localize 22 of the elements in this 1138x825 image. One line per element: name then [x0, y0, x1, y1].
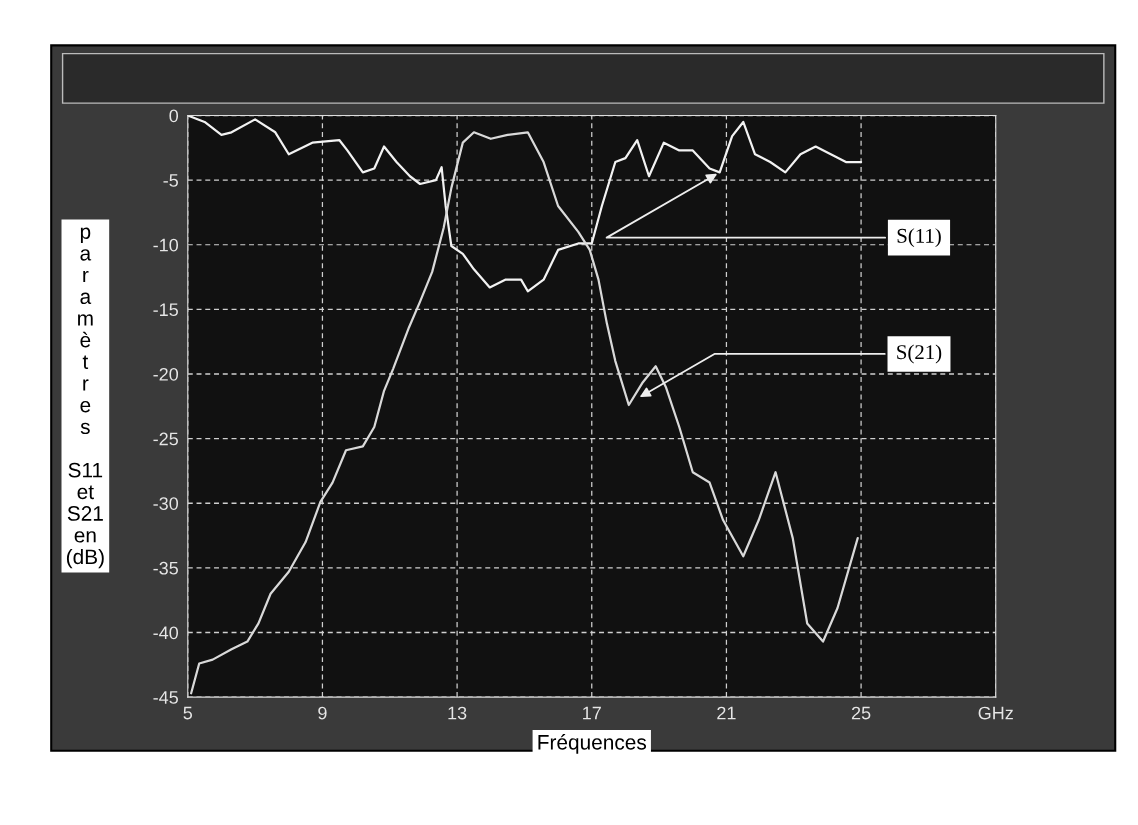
line-series — [187, 115, 863, 293]
y-tick-label: -25 — [153, 432, 178, 446]
x-tick-label: 21 — [717, 706, 736, 720]
x-axis-title: Fréquences — [538, 734, 647, 754]
annotation: S(11) — [897, 228, 941, 248]
x-tick-label: 9 — [318, 706, 327, 720]
y-tick-label: -35 — [153, 561, 178, 575]
x-tick-label: 25 — [851, 706, 871, 720]
x-tick-label: 17 — [583, 706, 601, 720]
y-tick-label: -10 — [153, 238, 179, 252]
y-tick-label: -45 — [153, 691, 178, 704]
y-tick-label: -30 — [153, 497, 179, 510]
y-tick-label: -15 — [153, 303, 178, 317]
y-tick-label: -20 — [153, 367, 179, 381]
y-tick-label: -40 — [153, 626, 179, 640]
annotation: S(21) — [897, 344, 942, 364]
y-tick-label: -5 — [163, 174, 178, 187]
x-tick-label: GHz — [978, 706, 1013, 720]
x-tick-label: 5 — [183, 706, 193, 720]
text: paramètres S11 et S21 en (dB) — [66, 227, 104, 569]
y-tick-label: 0 — [169, 109, 179, 123]
x-tick-label: 13 — [448, 706, 467, 720]
